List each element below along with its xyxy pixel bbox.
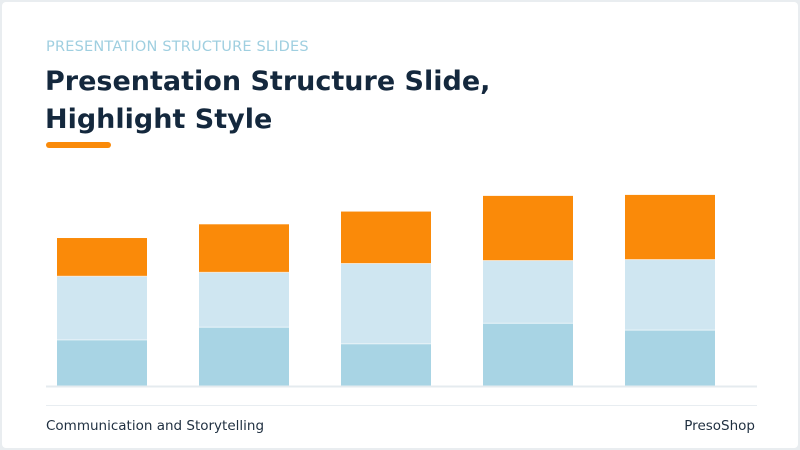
bar-segment-middle (625, 259, 715, 331)
bar-segment-middle (199, 272, 289, 328)
bar-segment-bottom (57, 339, 147, 386)
section-kicker: PRESENTATION STRUCTURE SLIDES (46, 39, 309, 55)
title-line-1: Presentation Structure Slide, (45, 66, 491, 97)
bar-segment-middle (483, 260, 573, 324)
bar-segment-bottom (199, 327, 289, 386)
footer-topic: Communication and Storytelling (46, 418, 265, 434)
segment-divider (57, 275, 147, 277)
bar-segment-bottom (625, 330, 715, 386)
footer-divider (46, 405, 757, 406)
footer-brand: PresoShop (684, 418, 755, 434)
segment-divider (57, 339, 147, 341)
bar-segment-middle (57, 276, 147, 340)
segment-divider (199, 271, 289, 273)
bar-segment-top (57, 238, 147, 277)
bar-1 (57, 238, 147, 386)
bar-segment-top (199, 224, 289, 273)
bar-5 (625, 194, 715, 386)
bar-segment-bottom (341, 343, 431, 386)
segment-divider (625, 259, 715, 261)
bar-segment-bottom (483, 323, 573, 386)
segment-divider (483, 322, 573, 324)
bar-4 (483, 195, 573, 386)
bar-2 (199, 224, 289, 386)
segment-divider (625, 329, 715, 331)
bar-segment-top (483, 195, 573, 261)
segment-divider (341, 343, 431, 345)
bar-3 (341, 211, 431, 386)
title-accent-bar (46, 142, 111, 148)
title-line-2: Highlight Style (45, 104, 273, 135)
slide-title: Presentation Structure Slide, Highlight … (45, 63, 645, 139)
segment-divider (199, 326, 289, 328)
bar-segment-middle (341, 263, 431, 344)
segment-divider (341, 263, 431, 264)
bar-segment-top (341, 211, 431, 264)
segment-divider (483, 260, 573, 262)
bar-segment-top (625, 194, 715, 260)
